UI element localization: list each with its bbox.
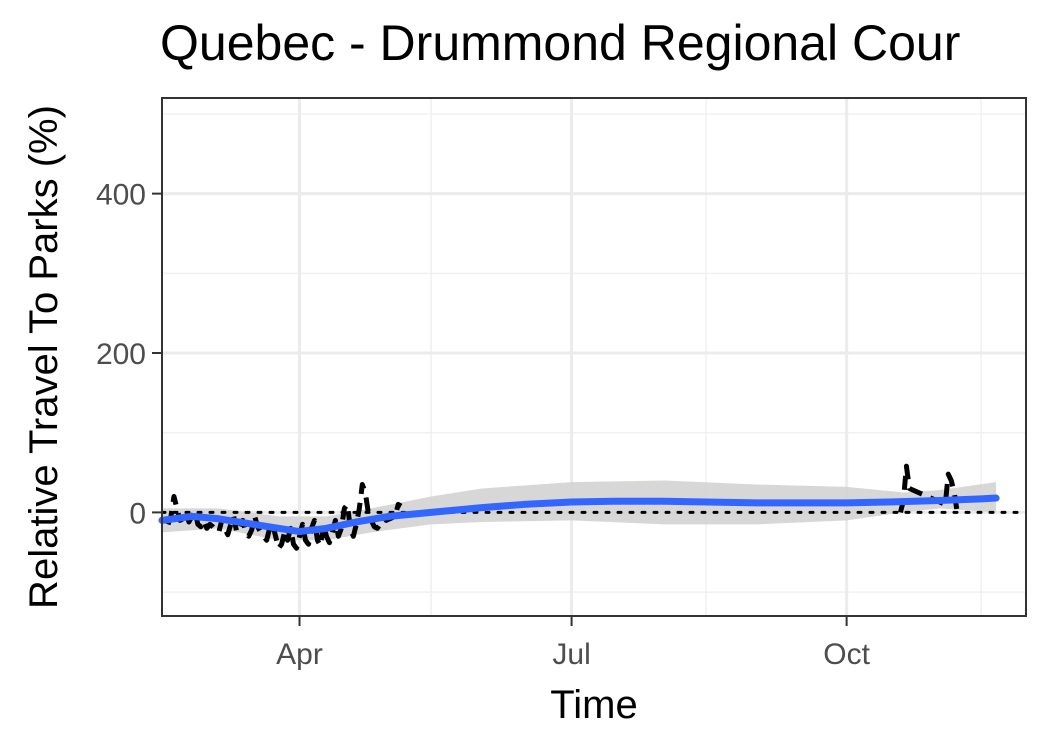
y-axis-title: Relative Travel To Parks (%) [22, 105, 66, 609]
x-axis-title: Time [550, 683, 637, 727]
chart-title: Quebec - Drummond Regional Cour [160, 15, 961, 71]
y-tick-label: 200 [96, 338, 146, 371]
trend-series-line [158, 494, 1000, 536]
confidence-band [162, 480, 997, 541]
y-axis: 0 200 400 [96, 179, 162, 530]
x-tick-label: Apr [276, 638, 323, 671]
plot-panel-border [161, 97, 1027, 617]
x-tick-label: Oct [823, 638, 870, 671]
x-axis: Apr Jul Oct [276, 616, 871, 671]
observed-series-line [165, 482, 403, 551]
confidence-band-group [162, 480, 997, 541]
trend-series-group [158, 494, 1000, 536]
y-tick-label: 0 [129, 497, 146, 530]
y-tick-label: 400 [96, 179, 146, 212]
minor-gridlines [161, 98, 1026, 616]
x-tick-label: Jul [552, 638, 590, 671]
